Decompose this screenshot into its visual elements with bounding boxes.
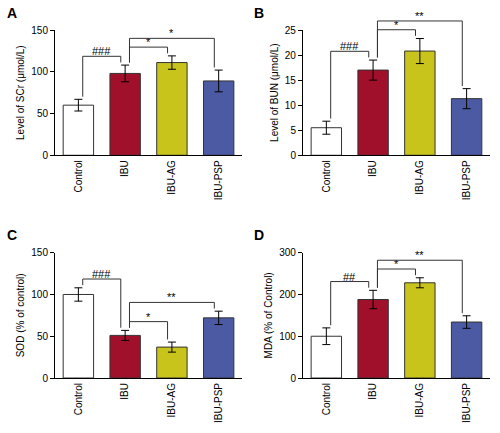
svg-text:SOD (% of control): SOD (% of control) xyxy=(15,273,26,357)
svg-text:D: D xyxy=(254,227,264,243)
svg-text:50: 50 xyxy=(37,108,49,119)
svg-text:**: ** xyxy=(415,249,424,261)
svg-text:Control: Control xyxy=(321,160,332,192)
svg-text:###: ### xyxy=(92,268,111,280)
svg-text:MDA (% of Control): MDA (% of Control) xyxy=(263,272,274,358)
svg-text:IBU-PSP: IBU-PSP xyxy=(461,383,472,423)
svg-text:50: 50 xyxy=(37,331,49,342)
svg-text:Control: Control xyxy=(321,383,332,415)
svg-text:Level of BUN (μmol/L): Level of BUN (μmol/L) xyxy=(269,43,280,142)
svg-text:200: 200 xyxy=(279,289,296,300)
svg-text:Control: Control xyxy=(73,383,84,415)
svg-text:100: 100 xyxy=(31,289,48,300)
svg-text:0: 0 xyxy=(42,150,48,161)
svg-text:IBU-PSP: IBU-PSP xyxy=(213,383,224,423)
svg-text:**: ** xyxy=(167,291,176,303)
svg-text:15: 15 xyxy=(285,75,297,86)
svg-text:**: ** xyxy=(415,10,424,22)
svg-text:##: ## xyxy=(343,271,356,283)
svg-text:*: * xyxy=(394,19,399,31)
svg-text:0: 0 xyxy=(290,373,296,384)
svg-text:150: 150 xyxy=(31,247,48,258)
svg-text:IBU: IBU xyxy=(119,160,130,177)
svg-text:###: ### xyxy=(340,40,359,52)
svg-text:Level of SCr (μmol/L): Level of SCr (μmol/L) xyxy=(15,45,26,140)
svg-text:B: B xyxy=(254,5,264,21)
svg-text:IBU: IBU xyxy=(119,383,130,400)
svg-text:20: 20 xyxy=(285,50,297,61)
svg-text:0: 0 xyxy=(42,373,48,384)
svg-text:*: * xyxy=(146,311,151,323)
svg-text:5: 5 xyxy=(290,125,296,136)
svg-text:IBU-PSP: IBU-PSP xyxy=(461,160,472,200)
svg-text:IBU-AG: IBU-AG xyxy=(414,160,425,195)
svg-text:IBU-AG: IBU-AG xyxy=(414,383,425,418)
svg-text:IBU-AG: IBU-AG xyxy=(166,160,177,195)
svg-text:Control: Control xyxy=(73,160,84,192)
svg-text:IBU-AG: IBU-AG xyxy=(166,383,177,418)
svg-text:*: * xyxy=(394,258,399,270)
svg-text:100: 100 xyxy=(279,331,296,342)
svg-text:10: 10 xyxy=(285,100,297,111)
svg-text:IBU: IBU xyxy=(367,160,378,177)
svg-text:25: 25 xyxy=(285,25,297,36)
svg-text:A: A xyxy=(7,5,17,21)
svg-text:*: * xyxy=(169,27,174,39)
svg-text:C: C xyxy=(7,227,17,243)
svg-text:300: 300 xyxy=(279,247,296,258)
svg-text:IBU-PSP: IBU-PSP xyxy=(213,160,224,200)
svg-text:0: 0 xyxy=(290,150,296,161)
svg-text:IBU: IBU xyxy=(367,383,378,400)
svg-text:100: 100 xyxy=(31,66,48,77)
svg-text:###: ### xyxy=(92,45,111,57)
svg-text:*: * xyxy=(146,36,151,48)
svg-text:150: 150 xyxy=(31,25,48,36)
